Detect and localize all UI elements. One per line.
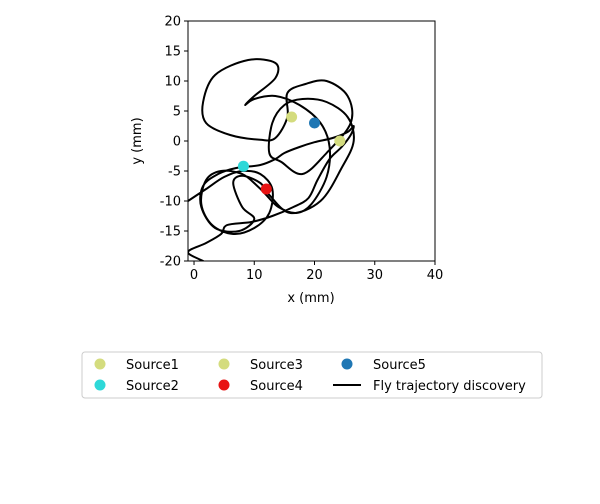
legend-label: Source4 (250, 379, 303, 394)
y-tick-label: -20 (160, 255, 181, 270)
y-axis-ticks: 20 15 10 5 0 -5 -10 -15 -20 (160, 15, 188, 270)
legend-box (81, 351, 543, 399)
legend-marker-swatch (341, 358, 353, 370)
legend-item-source1: Source1 (94, 358, 179, 373)
legend-label: Source3 (250, 358, 303, 373)
legend: Source1 Source2 Source3 Source4 Source5 Fly t… (81, 351, 543, 399)
legend-item-source3: Source3 (218, 358, 303, 373)
y-tick-label: 15 (164, 45, 181, 60)
source-marker-source3 (334, 135, 346, 147)
y-tick-label: 0 (173, 135, 181, 150)
legend-label: Fly trajectory discovery (373, 379, 526, 394)
legend-item-source5: Source5 (341, 358, 426, 373)
y-axis-label: y (mm) (130, 117, 145, 164)
legend-marker-swatch (218, 379, 230, 391)
source-marker-source1 (286, 111, 298, 123)
legend-item-source4: Source4 (218, 379, 303, 394)
y-tick-label: -15 (160, 225, 181, 240)
source-marker-source2 (237, 160, 249, 172)
legend-label: Source1 (126, 358, 179, 373)
plot-background (188, 21, 435, 261)
x-tick-label: 40 (427, 268, 444, 283)
x-tick-label: 30 (366, 268, 383, 283)
y-tick-label: 5 (173, 105, 181, 120)
legend-items: Source1 Source2 Source3 Source4 Source5 Fly t… (94, 358, 526, 394)
source-marker-source5 (309, 117, 321, 129)
y-tick-label: 20 (164, 15, 181, 30)
x-tick-label: 20 (306, 268, 323, 283)
legend-label: Source5 (373, 358, 426, 373)
legend-marker-swatch (218, 358, 230, 370)
legend-item-fly-trajectory-discovery: Fly trajectory discovery (333, 379, 526, 394)
legend-label: Source2 (126, 379, 179, 394)
legend-marker-swatch (94, 379, 106, 391)
y-tick-label: -10 (160, 195, 181, 210)
legend-marker-swatch (94, 358, 106, 370)
x-axis-ticks: 0 10 20 30 40 (190, 261, 443, 283)
x-axis-label: x (mm) (287, 291, 334, 306)
y-tick-label: -5 (168, 165, 181, 180)
plot-area (187, 20, 436, 262)
x-tick-label: 0 (190, 268, 198, 283)
source-markers (237, 111, 346, 195)
x-tick-label: 10 (246, 268, 263, 283)
legend-item-source2: Source2 (94, 379, 179, 394)
y-tick-label: 10 (164, 75, 181, 90)
source-marker-source4 (260, 183, 272, 195)
